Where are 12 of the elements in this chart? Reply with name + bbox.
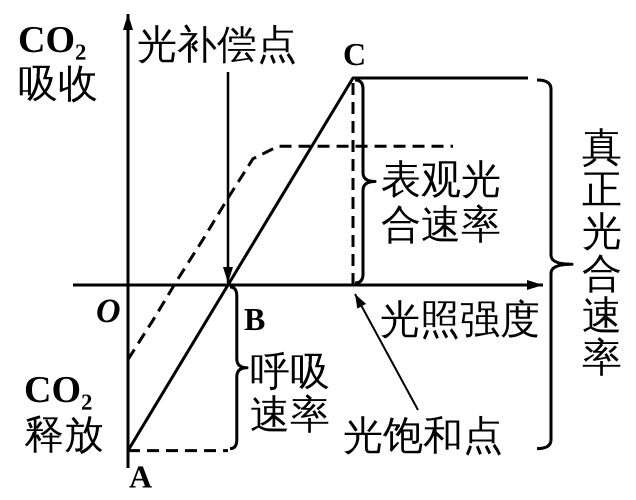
annotation: 光补偿点 [137, 22, 297, 67]
annotation: 真正光合速率 [582, 125, 622, 380]
annotation: C [343, 36, 366, 72]
annotation: B [244, 301, 266, 337]
annotation: A [129, 458, 152, 495]
annotation: CO₂吸收 [18, 19, 98, 106]
annotation: 呼吸速率 [250, 349, 330, 437]
annotation: 表观光合速率 [381, 157, 501, 247]
xlabel: 光照强度 [380, 297, 540, 342]
annotation: 光饱和点 [343, 413, 503, 458]
annotation: O [96, 293, 121, 330]
annotation: CO₂释放 [24, 369, 104, 457]
